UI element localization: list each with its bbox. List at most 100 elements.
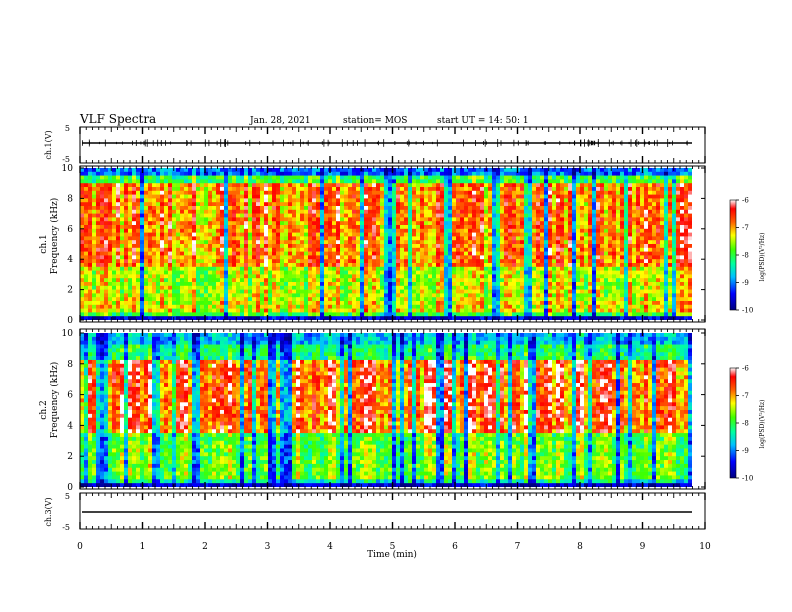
spectrogram-cell: [124, 236, 129, 241]
spectrogram-cell: [184, 316, 189, 320]
spectrogram-cell: [424, 266, 429, 271]
spectrogram-cell: [400, 187, 405, 192]
spectrogram-cell: [468, 202, 473, 207]
spectrogram-cell: [200, 263, 205, 268]
spectrogram-cell: [484, 297, 489, 302]
spectrogram-cell: [152, 308, 157, 313]
spectrogram-cell: [500, 255, 505, 260]
spectrogram-cell: [540, 209, 545, 214]
spectrogram-cell: [476, 316, 481, 320]
spectrogram-cell: [232, 312, 237, 317]
spectrogram-cell: [208, 240, 213, 245]
spectrogram-cell: [404, 179, 409, 184]
spectrogram-cell: [348, 236, 353, 241]
spectrogram-cell: [80, 263, 85, 268]
spectrogram-cell: [512, 270, 517, 275]
spectrogram-cell: [116, 198, 121, 203]
spectrogram-cell: [396, 187, 401, 192]
spectrogram-cell: [524, 213, 529, 218]
spectrogram-cell: [520, 232, 525, 237]
spectrogram-cell: [164, 247, 169, 252]
spectrogram-cell: [368, 225, 373, 230]
spectrogram-cell: [216, 240, 221, 245]
spectrogram-cell: [236, 278, 241, 283]
spectrogram-cell: [440, 183, 445, 188]
spectrogram-cell: [208, 308, 213, 313]
spectrogram-cell: [384, 289, 389, 294]
spectrogram-cell: [84, 297, 89, 302]
spectrogram-cell: [352, 255, 357, 260]
spectrogram-cell: [380, 282, 385, 287]
spectrogram-cell: [304, 274, 309, 279]
spectrogram-cell: [316, 228, 321, 233]
spectrogram-cell: [220, 236, 225, 241]
spectrogram-cell: [400, 274, 405, 279]
spectrogram-cell: [548, 240, 553, 245]
spectrogram-cell: [508, 171, 513, 176]
spectrogram-cell: [104, 247, 109, 252]
spectrogram-cell: [172, 183, 177, 188]
spectrogram-cell: [532, 225, 537, 230]
spectrogram-cell: [144, 236, 149, 241]
spectrogram-cell: [112, 236, 117, 241]
spectrogram-cell: [300, 282, 305, 287]
spectrogram-cell: [352, 228, 357, 233]
spectrogram-cell: [400, 228, 405, 233]
spectrogram-cell: [108, 244, 113, 249]
spectrogram-cell: [280, 293, 285, 298]
spectrogram-cell: [416, 293, 421, 298]
spectrogram-cell: [516, 206, 521, 211]
spectrogram-cell: [564, 168, 569, 173]
spectrogram-cell: [248, 304, 253, 309]
spectrogram-cell: [212, 183, 217, 188]
spectrogram-cell: [456, 198, 461, 203]
spectrogram-cell: [420, 247, 425, 252]
spectrogram-cell: [556, 236, 561, 241]
spectrogram-cell: [376, 187, 381, 192]
spectrogram-cell: [308, 285, 313, 290]
spectrogram-cell: [512, 168, 517, 173]
spectrogram-cell: [500, 198, 505, 203]
spectrogram-cell: [236, 240, 241, 245]
spectrogram-cell: [528, 221, 533, 226]
spectrogram-cell: [388, 225, 393, 230]
spectrogram-cell: [264, 213, 269, 218]
spectrogram-cell: [116, 187, 121, 192]
spectrogram-cell: [484, 259, 489, 264]
spectrogram-cell: [108, 213, 113, 218]
spectrogram-cell: [356, 202, 361, 207]
spectrogram-cell: [464, 179, 469, 184]
spectrogram-cell: [436, 289, 441, 294]
spectrogram-cell: [496, 190, 501, 195]
spectrogram-cell: [304, 255, 309, 260]
spectrogram-cell: [532, 301, 537, 306]
spectrogram-cell: [452, 282, 457, 287]
spectrogram-cell: [552, 187, 557, 192]
spectrogram-cell: [520, 289, 525, 294]
date-label: Jan. 28, 2021: [249, 116, 311, 126]
spectrogram-cell: [112, 312, 117, 317]
spectrogram-cell: [416, 244, 421, 249]
spectrogram-cell: [344, 202, 349, 207]
spectrogram-cell: [412, 213, 417, 218]
spectrogram-cell: [320, 179, 325, 184]
spectrogram-cell: [108, 183, 113, 188]
spectrogram-cell: [116, 240, 121, 245]
spectrogram-cell: [284, 206, 289, 211]
spectrogram-cell: [332, 171, 337, 176]
spectrogram-cell: [172, 187, 177, 192]
spectrogram-cell: [480, 198, 485, 203]
spectrogram-cell: [540, 263, 545, 268]
spectrogram-cell: [244, 209, 249, 214]
spectrogram-cell: [536, 308, 541, 313]
spectrogram-cell: [156, 282, 161, 287]
spectrogram-cell: [312, 263, 317, 268]
spectrogram-cell: [464, 194, 469, 199]
spectrogram-cell: [340, 187, 345, 192]
spectrogram-cell: [356, 282, 361, 287]
spectrogram-cell: [436, 206, 441, 211]
spectrogram-cell: [416, 247, 421, 252]
spectrogram-cell: [84, 225, 89, 230]
spectrogram-cell: [360, 297, 365, 302]
spectrogram-cell: [420, 270, 425, 275]
